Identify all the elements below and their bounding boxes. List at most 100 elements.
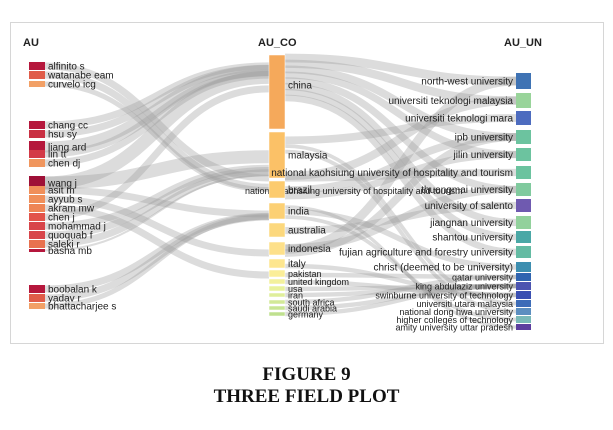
author-label: wang j [47, 179, 77, 190]
author-node-quoquab-f [29, 231, 45, 239]
country-label: australia [288, 226, 326, 237]
country-label: usa [288, 284, 303, 294]
flow-author-country [44, 195, 270, 257]
country-node-iran [268, 292, 286, 298]
flow-country-university [284, 215, 517, 322]
university-node-jiangnan-university [516, 216, 531, 229]
country-label: china [288, 81, 312, 92]
university-label: universiti teknologi malaysia [388, 96, 513, 107]
university-node-thuongmai-university [516, 183, 531, 196]
flow-author-country [44, 212, 270, 293]
university-node-fujian-agriculture-and-forestry-university [516, 246, 531, 258]
university-column: north-west university universiti teknolog… [271, 73, 531, 333]
country-node-australia [268, 222, 286, 238]
university-node-university-of-salento [516, 199, 531, 212]
author-label: yadav r [48, 294, 81, 305]
author-node-watanabe-eam [29, 71, 45, 79]
country-node-usa [268, 285, 286, 292]
flow-country-university [284, 94, 517, 256]
figure-number: FIGURE 9 [262, 364, 351, 385]
author-node-hsu-sy [29, 130, 45, 138]
country-label: national kaohsiung university of hospita… [245, 186, 463, 196]
flow-country-university [284, 133, 517, 257]
author-node-curvelo-icg [29, 81, 45, 87]
flow-author-country [44, 71, 270, 191]
flow-author-country [44, 214, 270, 309]
university-label: jilin university [453, 150, 513, 161]
author-label: chen dj [48, 159, 80, 170]
flow-country-university [284, 283, 517, 298]
flow-author-country [44, 64, 270, 138]
country-label: south africa [288, 298, 335, 308]
country-label: malaysia [288, 151, 328, 162]
author-label: chang cc [48, 121, 88, 132]
author-node-chen-j [29, 213, 45, 221]
university-node-king-abdulaziz-university [516, 282, 531, 290]
author-label: saleki r [48, 240, 80, 251]
flow-author-country [44, 62, 270, 182]
university-node-universiti-teknologi-mara [516, 111, 531, 125]
country-label: saudi arabia [288, 304, 337, 314]
flow-author-country [44, 70, 270, 190]
flow-country-university [284, 283, 517, 317]
author-label: boobalan k [48, 285, 98, 296]
university-node-shantou-university [516, 231, 531, 243]
author-label: asit m [48, 186, 75, 197]
country-label: iran [288, 291, 303, 301]
university-label: king abdulaziz university [415, 282, 513, 292]
author-label: hsu sy [48, 130, 77, 141]
country-label: pakistan [288, 269, 322, 279]
flow-country-university [284, 59, 517, 105]
university-node-qatar-university [516, 273, 531, 281]
university-label: jiangnan university [429, 218, 513, 229]
author-label: basha mb [48, 246, 92, 257]
figure-caption: FIGURE 9 THREE FIELD PLOT [0, 364, 613, 408]
university-label: universiti teknologi mara [405, 114, 513, 125]
university-label: higher colleges of technology [396, 315, 513, 325]
country-node-malaysia [268, 131, 286, 179]
flow-country-university [284, 82, 517, 227]
country-label: italy [288, 259, 306, 270]
university-label: shantou university [432, 233, 513, 244]
flow-country-university [284, 283, 517, 292]
flow-country-university [284, 144, 517, 306]
flow-country-university [284, 205, 517, 329]
author-node-basha-mb [29, 249, 45, 252]
author-label: bhattacharjee s [48, 302, 116, 313]
flow-author-country [44, 150, 270, 190]
header-au-co: AU_CO [258, 37, 297, 49]
university-label: qatar university [452, 273, 514, 283]
university-label: national kaohsiung university of hospita… [271, 168, 513, 179]
author-node-yadav-r [29, 294, 45, 302]
country-node-germany [268, 311, 286, 317]
author-node-mohammad-j [29, 222, 45, 230]
flow-country-university [284, 76, 517, 254]
flow-author-country [44, 164, 270, 230]
author-label: curvelo icg [48, 80, 96, 91]
author-label: ayyub s [48, 195, 82, 206]
author-node-chen-dj [29, 159, 45, 167]
author-label: alfinito s [48, 62, 85, 73]
country-node-china [268, 54, 286, 130]
author-label: chen j [48, 213, 75, 224]
three-field-plot-frame: AU AU_CO AU_UN alfinito s watanabe eam cur… [10, 22, 604, 344]
flow-country-university [284, 208, 517, 270]
flow-country-university [284, 283, 517, 311]
author-node-saleki-r [29, 240, 45, 248]
university-node-national-dong-hwa-university [516, 308, 531, 315]
country-node-italy [268, 258, 286, 269]
country-node-india [268, 202, 286, 220]
flow-author-country [44, 62, 270, 129]
flow-author-country [44, 85, 270, 221]
author-node-boobalan-k [29, 285, 45, 293]
flow-author-country [44, 81, 270, 193]
country-column: china malaysia national kaohsiung universi… [245, 54, 463, 320]
university-node-universiti-teknologi-malaysia [516, 93, 531, 108]
flow-author-country [44, 71, 270, 167]
university-label: universiti utara malaysia [416, 299, 513, 309]
university-node-swinburne-university-of-technology [516, 291, 531, 299]
author-label: akram mw [48, 204, 95, 215]
university-label: north-west university [421, 77, 513, 88]
